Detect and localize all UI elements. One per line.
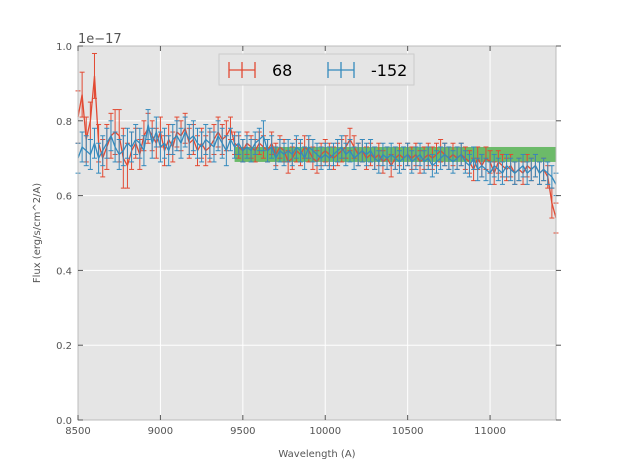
legend-entry-68: 68	[228, 61, 292, 80]
x-tick-label-0: 8500	[65, 426, 90, 437]
x-tick-label-2: 9500	[230, 426, 255, 437]
y-axis-label: Flux (erg/s/cm^2/A)	[32, 183, 43, 283]
x-tick-label-4: 10500	[392, 426, 424, 437]
y-tick-label-3: 0.6	[56, 192, 72, 203]
legend-label--152: -152	[371, 61, 407, 80]
series-layer	[75, 52, 559, 234]
y-tick-label-4: 0.8	[56, 117, 72, 128]
plot-frame	[77, 45, 557, 421]
legend-entry--152: -152	[327, 61, 407, 80]
legend: 68 -152	[218, 53, 415, 86]
plot-background	[78, 46, 556, 420]
legend-marker-68	[228, 62, 256, 78]
y-tick-label-0: 0.0	[56, 416, 72, 427]
series-line--152	[77, 124, 557, 185]
offset-text: 1e−17	[78, 32, 122, 47]
legend-label-68: 68	[272, 61, 292, 80]
y-tick-label-1: 0.2	[56, 341, 72, 352]
x-tick-label-1: 9000	[148, 426, 173, 437]
axes-layer: 8500 9000 9500 10000 10500 11000 0.0 0.2 0.4 0.6 0…	[56, 42, 561, 437]
x-axis-label: Wavelength (A)	[278, 449, 355, 460]
y-tick-label-5: 1.0	[56, 42, 72, 53]
x-tick-label-5: 11000	[474, 426, 506, 437]
legend-marker--152	[327, 62, 355, 78]
series--152	[75, 109, 559, 197]
x-tick-label-3: 10000	[309, 426, 341, 437]
y-tick-label-2: 0.4	[56, 266, 72, 277]
